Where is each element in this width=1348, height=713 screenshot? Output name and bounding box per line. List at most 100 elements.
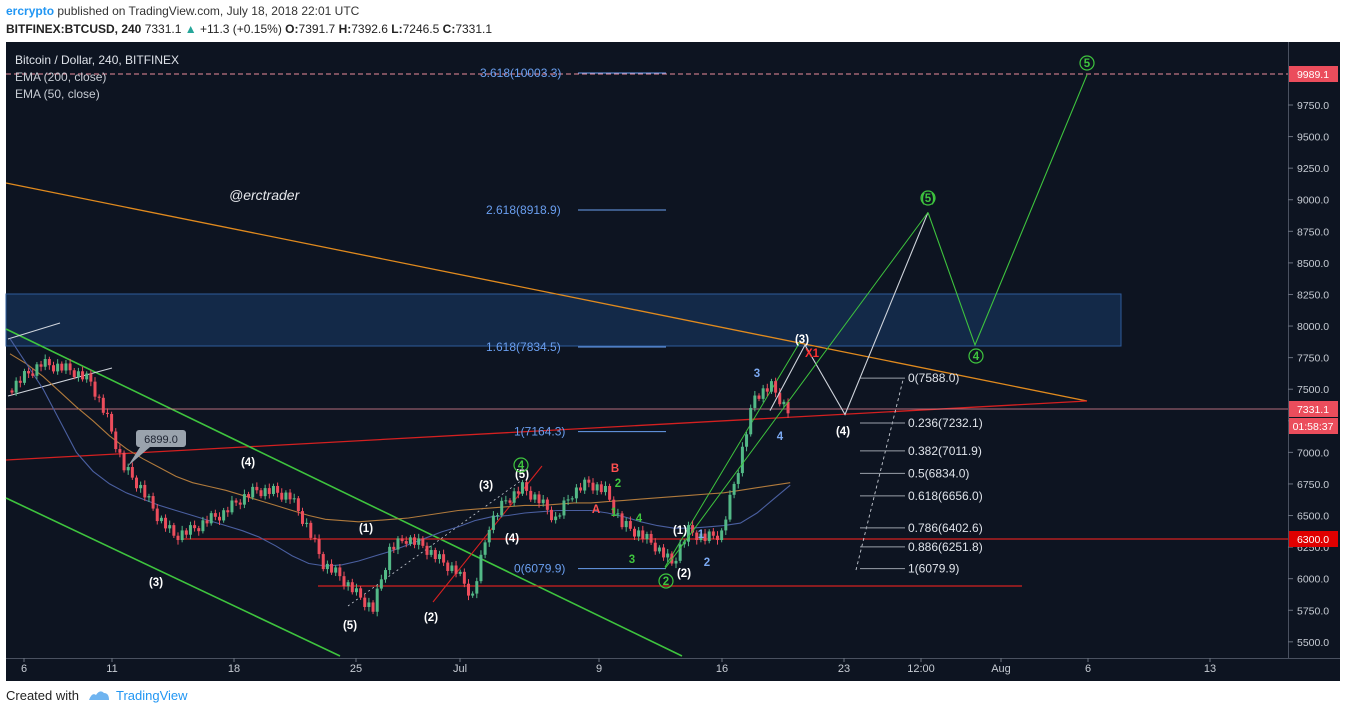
wave-circle [1079, 55, 1095, 71]
candle-body [529, 490, 533, 500]
candle-body [267, 488, 271, 494]
wave-label: A [592, 504, 600, 516]
candle-body [711, 531, 715, 536]
candle-body [72, 370, 76, 378]
candle-body [76, 371, 80, 378]
wave-label: 3 [629, 554, 635, 566]
candle-body [458, 571, 462, 574]
candle-body [786, 401, 790, 414]
price-badge-label: 01:58:37 [1293, 421, 1334, 433]
price-chart[interactable]: 5500.05750.06000.06250.06500.06750.07000… [0, 42, 1348, 683]
fib-level-label: 2.618(8918.9) [486, 203, 561, 217]
candle-body [379, 579, 383, 589]
candle-body [346, 582, 350, 587]
candle-body [31, 373, 35, 376]
time-tick-label: 6 [21, 663, 27, 675]
candle-body [404, 541, 408, 544]
candle-body [699, 533, 703, 541]
price-badge-box [1289, 418, 1338, 434]
candle-body [695, 532, 699, 541]
candle-body [520, 482, 524, 494]
red-trendline [5, 400, 1088, 461]
projection-green-up [664, 212, 929, 569]
candle-body [765, 388, 769, 392]
candle-body [151, 496, 155, 509]
candle-body [413, 537, 417, 545]
projection-white-path [769, 212, 929, 416]
wave-circle [513, 457, 529, 473]
candle-body [574, 487, 578, 499]
candle-body [587, 479, 591, 483]
candle-body [545, 499, 549, 510]
time-tick-label: 11 [106, 663, 117, 675]
candle-body [155, 508, 159, 522]
candle-body [421, 538, 425, 546]
candle-body [101, 397, 105, 413]
price-tick-label: 5750.0 [1297, 605, 1329, 617]
candle-body [467, 583, 470, 596]
close-value: 7331.1 [455, 22, 493, 36]
candle-body [271, 485, 275, 494]
candle-body [384, 570, 387, 580]
wave-label: (4) [241, 457, 255, 469]
retrace-level-label: 0(7588.0) [908, 371, 959, 385]
candle-body [425, 545, 429, 555]
candle-body [707, 531, 711, 542]
candle-body [417, 538, 421, 545]
candle-body [562, 500, 566, 516]
open-value: 7391.7 [298, 22, 336, 36]
wave-label: 4 [636, 513, 643, 525]
candle-body [616, 513, 620, 515]
candle-body [595, 484, 599, 491]
projection-green-path [927, 74, 1088, 347]
candle-body [172, 525, 176, 536]
author-link[interactable]: ercrypto [6, 4, 55, 18]
candle-body [769, 381, 773, 392]
candle-body [288, 492, 292, 500]
candle-body [321, 554, 325, 570]
time-tick-label: 13 [1204, 663, 1216, 675]
candle-body [591, 482, 595, 491]
candle-body [213, 513, 217, 517]
candle-body [135, 477, 138, 489]
candle-body [184, 530, 188, 535]
candle-body [359, 588, 363, 598]
candle-body [64, 363, 68, 371]
callout-pointer [128, 447, 150, 466]
price-tick-label: 8750.0 [1297, 226, 1329, 238]
candle-body [500, 500, 504, 516]
candle-body [130, 467, 134, 478]
wave-label: (4) [505, 533, 519, 545]
open-label: O: [285, 22, 299, 36]
candle-body [761, 388, 765, 399]
legend-title: Bitcoin / Dollar, 240, BITFINEX [15, 53, 179, 67]
candle-body [475, 581, 479, 594]
last-price: 7331.1 [144, 22, 182, 36]
candle-body [251, 486, 255, 498]
retrace-level-label: 0.886(6251.8) [908, 540, 983, 554]
candle-body [653, 542, 657, 552]
candle-body [350, 582, 354, 593]
wave-label: (3) [479, 480, 493, 492]
tradingview-link[interactable]: TradingView [88, 688, 188, 703]
candle-body [728, 494, 732, 520]
candle-body [334, 567, 338, 573]
candle-body [205, 520, 209, 524]
high-label: H: [338, 22, 352, 36]
candle-body [720, 530, 724, 541]
wave-label: 4 [973, 351, 980, 363]
candle-body [637, 530, 641, 537]
candle-body [280, 492, 284, 500]
candle-body [209, 513, 213, 524]
wave-label: 5 [1084, 58, 1091, 70]
candle-body [774, 381, 778, 393]
symbol-label: BITFINEX:BTCUSD, 240 [6, 22, 142, 36]
candle-body [566, 499, 570, 501]
candle-body [226, 510, 230, 513]
price-badge-box [1289, 531, 1338, 547]
wave-circle [968, 348, 984, 364]
candle-body [620, 513, 624, 528]
up-arrow-icon: ▲ [184, 22, 197, 36]
candle-body [338, 567, 342, 577]
candle-body [782, 401, 786, 405]
